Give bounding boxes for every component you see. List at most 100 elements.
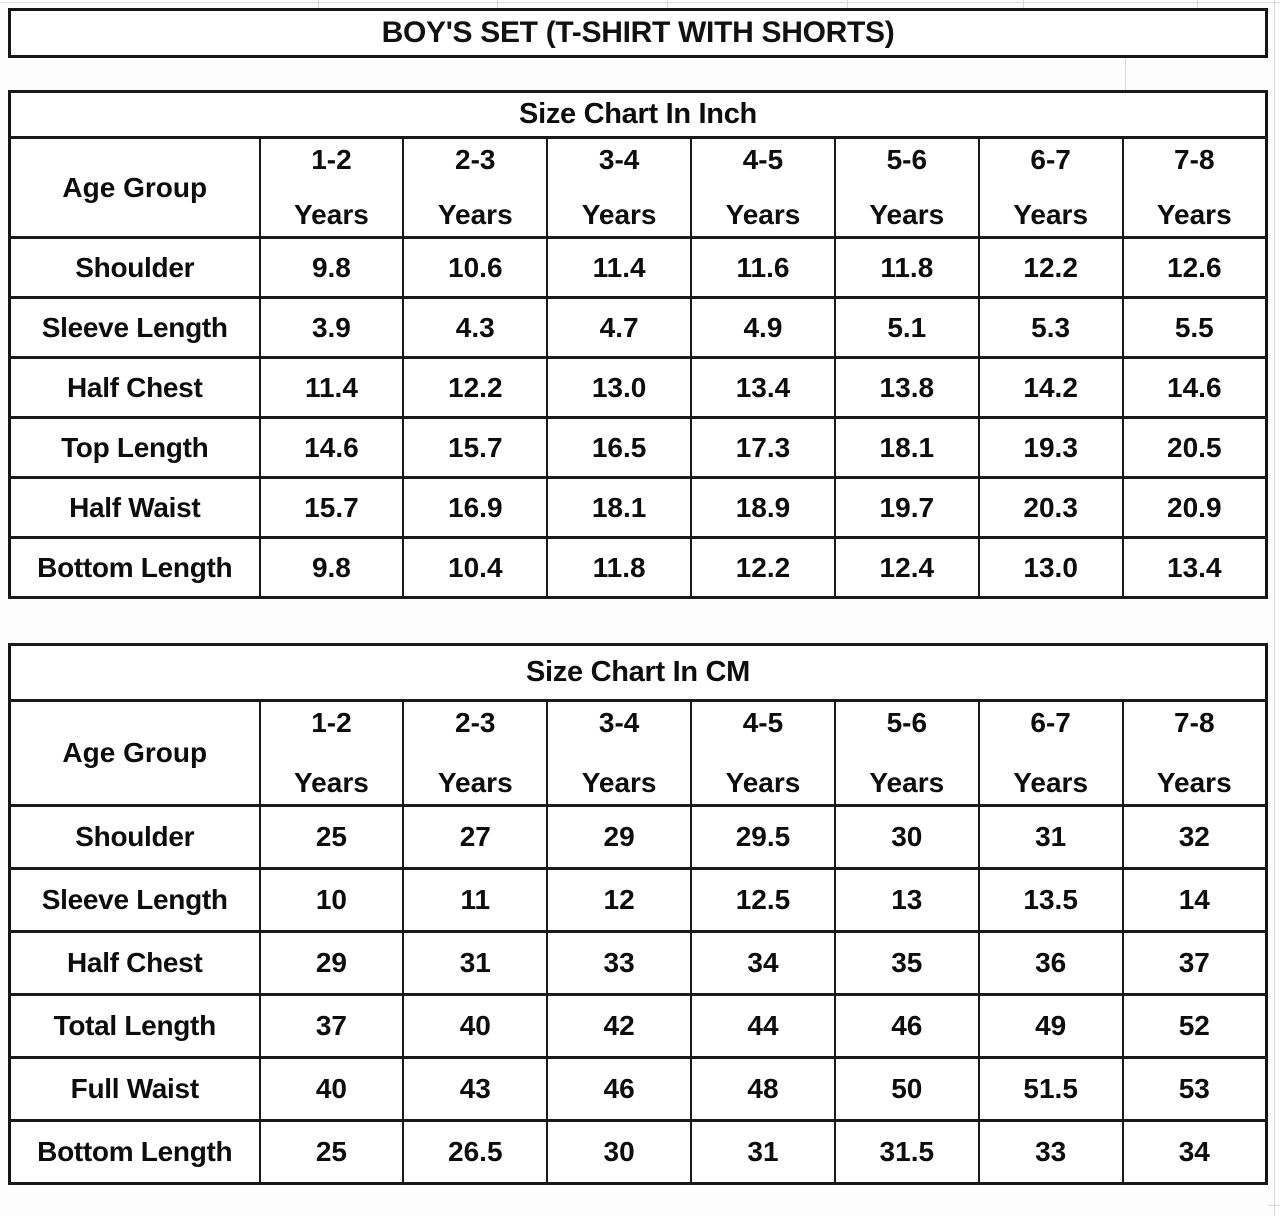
age-range: 1-2	[311, 144, 352, 175]
measurement-label: Top Length	[8, 416, 261, 479]
age-range: 2-3	[455, 144, 496, 175]
size-value: 12	[546, 867, 693, 933]
spreadsheet-gridline	[667, 0, 668, 8]
size-value: 11.8	[546, 536, 693, 599]
size-value: 53	[1121, 1056, 1268, 1122]
size-value: 30	[546, 1119, 693, 1185]
size-value: 15.7	[258, 476, 405, 539]
measurement-row: Shoulder 9.8 10.6 11.4 11.6 11.8 12.2 12.6	[8, 236, 1268, 299]
spreadsheet-gridline	[1197, 0, 1198, 8]
spreadsheet-gridline	[1023, 0, 1024, 8]
size-value: 37	[258, 993, 405, 1059]
measurement-row: Sleeve Length 10 11 12 12.5 13 13.5 14	[8, 867, 1268, 933]
size-value: 5.3	[977, 296, 1124, 359]
size-value: 36	[977, 930, 1124, 996]
measurement-label: Sleeve Length	[8, 867, 261, 933]
size-value: 13.0	[546, 356, 693, 419]
size-value: 12.2	[690, 536, 836, 599]
size-value: 11.4	[258, 356, 405, 419]
size-value: 5.5	[1121, 296, 1268, 359]
measurement-label: Sleeve Length	[8, 296, 261, 359]
size-value: 31.5	[833, 1119, 980, 1185]
size-value: 9.8	[258, 536, 405, 599]
age-unit: Years	[437, 199, 513, 230]
size-value: 25	[258, 1119, 405, 1185]
age-range: 4-5	[742, 707, 784, 738]
size-value: 12.6	[1121, 236, 1268, 299]
measurement-label: Half Chest	[8, 356, 261, 419]
measurement-row: Full Waist 40 43 46 48 50 51.5 53	[8, 1056, 1268, 1122]
age-range: 2-3	[455, 707, 496, 738]
spreadsheet-gridline	[0, 2, 1280, 3]
spreadsheet-gridline	[497, 0, 498, 8]
size-value: 51.5	[977, 1056, 1124, 1122]
size-value: 44	[690, 993, 836, 1059]
age-group-header: 1-2 Years	[258, 136, 405, 239]
age-group-header: 6-7 Years	[977, 136, 1124, 239]
size-value: 46	[546, 1056, 693, 1122]
age-unit: Years	[869, 767, 945, 798]
size-value: 14.6	[258, 416, 405, 479]
size-value: 26.5	[402, 1119, 549, 1185]
measurement-row: Total Length 37 40 42 44 46 49 52	[8, 993, 1268, 1059]
size-value: 10	[258, 867, 405, 933]
measurement-label: Half Waist	[8, 476, 261, 539]
age-group-header: 2-3 Years	[402, 699, 549, 807]
measurement-label: Shoulder	[8, 804, 261, 870]
size-value: 32	[1121, 804, 1268, 870]
size-value: 31	[402, 930, 549, 996]
measurement-row: Bottom Length 9.8 10.4 11.8 12.2 12.4 13.0 13.4	[8, 536, 1268, 599]
size-value: 20.5	[1121, 416, 1268, 479]
table-caption: Size Chart In Inch	[8, 90, 1268, 139]
size-value: 4.7	[546, 296, 693, 359]
size-value: 13.4	[690, 356, 836, 419]
size-value: 34	[1121, 1119, 1268, 1185]
size-value: 27	[402, 804, 549, 870]
age-unit: Years	[1156, 767, 1232, 798]
size-value: 11.8	[833, 236, 980, 299]
size-value: 40	[258, 1056, 405, 1122]
age-range: 1-2	[311, 707, 352, 738]
size-value: 16.9	[402, 476, 549, 539]
age-unit: Years	[1156, 199, 1232, 230]
age-unit: Years	[869, 199, 945, 230]
size-value: 4.9	[690, 296, 836, 359]
age-group-header: 7-8 Years	[1121, 699, 1268, 807]
size-value: 33	[546, 930, 693, 996]
age-range: 3-4	[598, 144, 640, 175]
age-group-header: 3-4 Years	[546, 136, 693, 239]
age-range: 4-5	[742, 144, 784, 175]
age-range: 5-6	[886, 144, 928, 175]
age-range: 7-8	[1174, 707, 1215, 738]
size-value: 13.4	[1121, 536, 1268, 599]
size-value: 18.9	[690, 476, 836, 539]
age-group-header: 5-6 Years	[833, 699, 980, 807]
size-value: 13.5	[977, 867, 1124, 933]
size-value: 11.4	[546, 236, 693, 299]
measurement-row: Shoulder 25 27 29 29.5 30 31 32	[8, 804, 1268, 870]
size-value: 15.7	[402, 416, 549, 479]
size-value: 14	[1121, 867, 1268, 933]
size-value: 5.1	[833, 296, 980, 359]
measurement-row: Sleeve Length 3.9 4.3 4.7 4.9 5.1 5.3 5.5	[8, 296, 1268, 359]
age-range: 6-7	[1030, 707, 1071, 738]
size-value: 31	[977, 804, 1124, 870]
spreadsheet-gridline	[1274, 0, 1275, 1216]
size-value: 13.0	[977, 536, 1124, 599]
age-range: 7-8	[1174, 144, 1215, 175]
size-value: 30	[833, 804, 980, 870]
size-value: 10.6	[402, 236, 549, 299]
age-group-label: Age Group	[8, 136, 261, 239]
size-value: 52	[1121, 993, 1268, 1059]
spreadsheet-gridline	[1125, 58, 1126, 90]
measurement-label: Full Waist	[8, 1056, 261, 1122]
size-value: 20.3	[977, 476, 1124, 539]
table-caption-row: Size Chart In Inch	[8, 90, 1268, 139]
measurement-row: Half Chest 29 31 33 34 35 36 37	[8, 930, 1268, 996]
measurement-label: Bottom Length	[8, 536, 261, 599]
size-value: 11.6	[690, 236, 836, 299]
age-unit: Years	[725, 767, 801, 798]
age-unit: Years	[294, 767, 369, 798]
age-group-header: 6-7 Years	[977, 699, 1124, 807]
